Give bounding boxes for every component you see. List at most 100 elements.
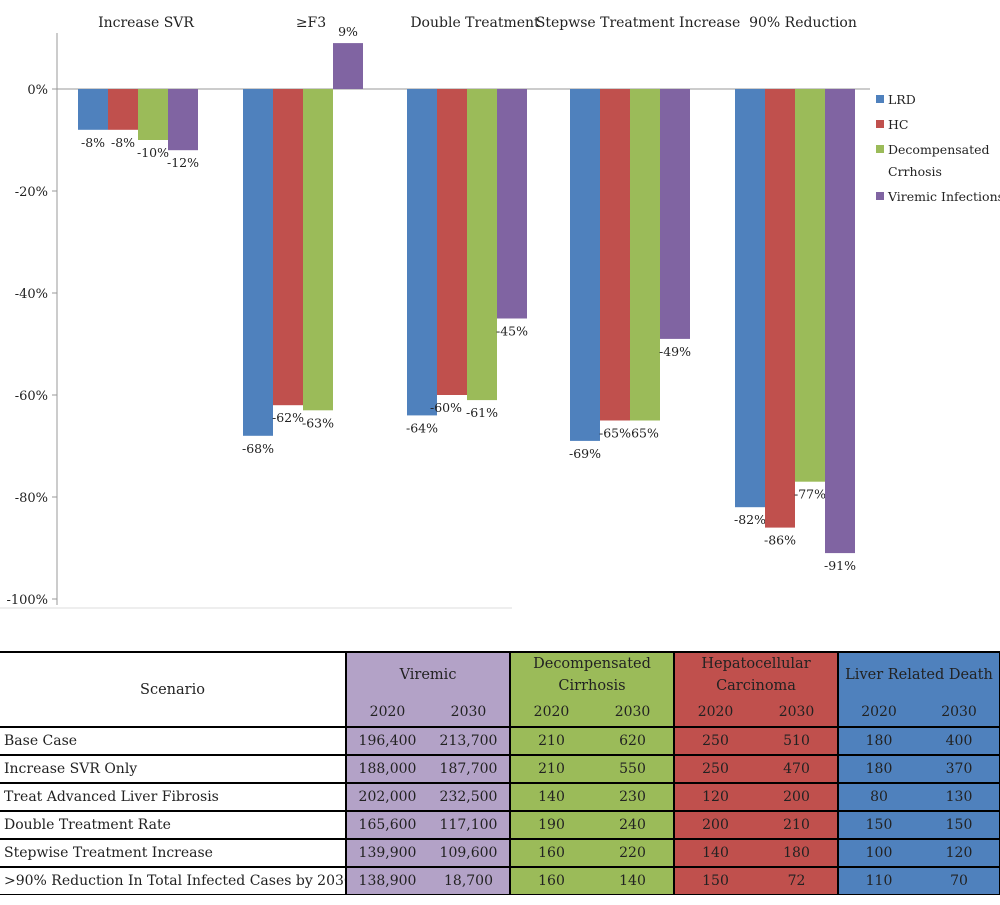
y-tick-label: -20% xyxy=(15,185,48,200)
bar xyxy=(765,89,795,528)
value-cell: 550 xyxy=(592,754,675,783)
y-tick-label: -100% xyxy=(6,593,48,608)
group-header-decompensated-line2: Cirrhosis xyxy=(558,678,626,694)
data-label: -91% xyxy=(824,558,856,573)
table-row: Base Case 196,400 213,700 210 620 250 510 180 40… xyxy=(0,726,1000,755)
data-label: 65% xyxy=(631,426,659,441)
value-cell: 120 xyxy=(919,838,1000,867)
value-cell: 232,500 xyxy=(428,782,510,811)
value-cell: 190 xyxy=(509,810,592,839)
scenario-cell: Stepwise Treatment Increase xyxy=(0,838,346,867)
bar xyxy=(825,89,855,554)
bar xyxy=(630,89,660,421)
value-cell: 370 xyxy=(919,754,1000,783)
value-cell: 250 xyxy=(673,726,757,755)
year-cell: 2020 xyxy=(673,697,757,727)
value-cell: 196,400 xyxy=(345,726,428,755)
value-cell: 213,700 xyxy=(428,726,510,755)
scenario-cell: Base Case xyxy=(0,726,346,755)
data-label: -61% xyxy=(466,405,498,420)
data-label: -77% xyxy=(794,487,826,502)
value-cell: 230 xyxy=(592,782,675,811)
bar xyxy=(273,89,303,406)
bar xyxy=(108,89,138,130)
bar xyxy=(407,89,437,416)
value-cell: 180 xyxy=(837,726,920,755)
table-row: Increase SVR Only 188,000 187,700 210 550 250… xyxy=(0,754,1000,783)
bar xyxy=(78,89,108,130)
bar xyxy=(168,89,198,151)
bar xyxy=(570,89,600,441)
value-cell: 150 xyxy=(673,866,757,895)
value-cell: 210 xyxy=(509,726,592,755)
table-row: >90% Reduction In Total Infected Cases b… xyxy=(0,866,1000,895)
category-label: Increase SVR xyxy=(98,15,194,31)
value-cell: 202,000 xyxy=(345,782,428,811)
bar xyxy=(467,89,497,401)
value-cell: 140 xyxy=(673,838,757,867)
group-header-lrd-text: Liver Related Death xyxy=(845,667,993,683)
legend-swatch xyxy=(876,95,884,103)
table-header-row: Scenario Viremic Decompensated Cirrhosis … xyxy=(0,651,1000,727)
data-label: -68% xyxy=(242,441,274,456)
value-cell: 240 xyxy=(592,810,675,839)
value-cell: 165,600 xyxy=(345,810,428,839)
value-cell: 620 xyxy=(592,726,675,755)
data-label: -49% xyxy=(659,344,691,359)
scenario-cell: Increase SVR Only xyxy=(0,754,346,783)
value-cell: 140 xyxy=(592,866,675,895)
bar xyxy=(138,89,168,140)
data-label: -82% xyxy=(734,512,766,527)
value-cell: 140 xyxy=(509,782,592,811)
value-cell: 188,000 xyxy=(345,754,428,783)
group-header-hcc: Hepatocellular Carcinoma xyxy=(673,651,839,697)
data-label: -8% xyxy=(81,135,105,150)
year-cell: 2030 xyxy=(919,697,1000,727)
value-cell: 117,100 xyxy=(428,810,510,839)
value-cell: 109,600 xyxy=(428,838,510,867)
legend-swatch xyxy=(876,120,884,128)
data-label: -12% xyxy=(167,155,199,170)
scenario-table-container: Scenario Viremic Decompensated Cirrhosis … xyxy=(0,651,1000,901)
value-cell: 80 xyxy=(837,782,920,811)
value-cell: 72 xyxy=(756,866,839,895)
data-label: -45% xyxy=(496,324,528,339)
scenario-cell: >90% Reduction In Total Infected Cases b… xyxy=(0,866,346,895)
legend-label: Crrhosis xyxy=(888,164,942,179)
table-year-row: 2020 2030 2020 2030 2020 2030 2020 2030 xyxy=(0,697,1000,727)
year-cell: 2030 xyxy=(428,697,510,727)
group-header-lrd: Liver Related Death xyxy=(837,651,1000,697)
value-cell: 160 xyxy=(509,838,592,867)
year-cell: 2020 xyxy=(837,697,920,727)
value-cell: 18,700 xyxy=(428,866,510,895)
bar xyxy=(795,89,825,482)
group-header-decompensated: Decompensated Cirrhosis xyxy=(508,651,675,697)
value-cell: 150 xyxy=(919,810,1000,839)
group-header-viremic-text: Viremic xyxy=(399,667,457,683)
value-cell: 120 xyxy=(673,782,757,811)
value-cell: 200 xyxy=(756,782,839,811)
data-label: -10% xyxy=(137,145,169,160)
group-header-viremic: Viremic xyxy=(345,651,510,697)
value-cell: 100 xyxy=(837,838,920,867)
value-cell: 180 xyxy=(837,754,920,783)
value-cell: 160 xyxy=(509,866,592,895)
scenario-header: Scenario xyxy=(0,651,346,727)
table-row: Treat Advanced Liver Fibrosis 202,000 232,… xyxy=(0,782,1000,811)
value-cell: 510 xyxy=(756,726,839,755)
value-cell: 187,700 xyxy=(428,754,510,783)
data-label: -86% xyxy=(764,533,796,548)
value-cell: 180 xyxy=(756,838,839,867)
group-header-hcc-line1: Hepatocellular xyxy=(701,656,811,672)
data-label: -63% xyxy=(302,415,334,430)
y-tick-label: -60% xyxy=(15,389,48,404)
bar xyxy=(497,89,527,319)
scenario-cell: Treat Advanced Liver Fibrosis xyxy=(0,782,346,811)
year-cell: 2030 xyxy=(592,697,675,727)
y-tick-label: -40% xyxy=(15,287,48,302)
bar-chart: 0% -20% -40% -60% -80% -100% Increase SVR ≥F3 Do… xyxy=(0,15,1000,609)
data-label: -8% xyxy=(111,135,135,150)
value-cell: 200 xyxy=(673,810,757,839)
data-label: -69% xyxy=(569,446,601,461)
value-cell: 110 xyxy=(837,866,920,895)
